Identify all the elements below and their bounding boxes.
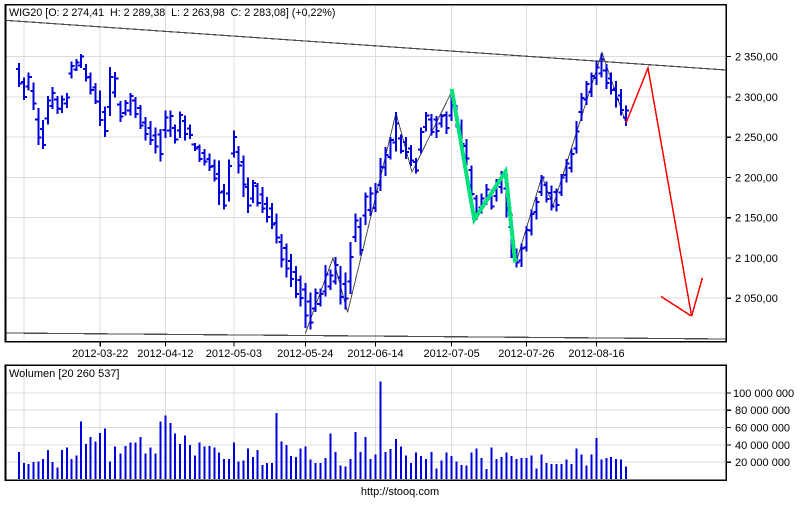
svg-text:2 100,00: 2 100,00 <box>735 253 778 265</box>
svg-text:40 000 000: 40 000 000 <box>735 440 790 452</box>
svg-text:2012-04-12: 2012-04-12 <box>137 348 193 360</box>
svg-text:2 300,00: 2 300,00 <box>735 92 778 104</box>
svg-text:WIG20 [O: 2 274,41 H: 2 289,3: WIG20 [O: 2 274,41 H: 2 289,38 L: 2 263,… <box>9 7 335 19</box>
svg-text:Wolumen [20 260 537]: Wolumen [20 260 537] <box>9 368 119 380</box>
svg-text:2 250,00: 2 250,00 <box>735 132 778 144</box>
svg-text:100 000 000: 100 000 000 <box>733 388 794 400</box>
svg-text:2012-08-16: 2012-08-16 <box>568 348 624 360</box>
svg-text:2012-07-26: 2012-07-26 <box>498 348 554 360</box>
svg-text:2 350,00: 2 350,00 <box>735 52 778 64</box>
svg-text:2012-03-22: 2012-03-22 <box>72 348 128 360</box>
svg-text:2 200,00: 2 200,00 <box>735 172 778 184</box>
svg-text:2 050,00: 2 050,00 <box>735 293 778 305</box>
svg-text:20 000 000: 20 000 000 <box>735 457 790 469</box>
svg-text:2 150,00: 2 150,00 <box>735 213 778 225</box>
svg-text:2012-07-05: 2012-07-05 <box>423 348 479 360</box>
svg-text:2012-06-14: 2012-06-14 <box>347 348 403 360</box>
svg-text:2012-05-03: 2012-05-03 <box>206 348 262 360</box>
svg-text:http://stooq.com: http://stooq.com <box>361 486 439 498</box>
svg-text:80 000 000: 80 000 000 <box>735 405 790 417</box>
svg-text:2012-05-24: 2012-05-24 <box>277 348 333 360</box>
svg-text:60 000 000: 60 000 000 <box>735 423 790 435</box>
